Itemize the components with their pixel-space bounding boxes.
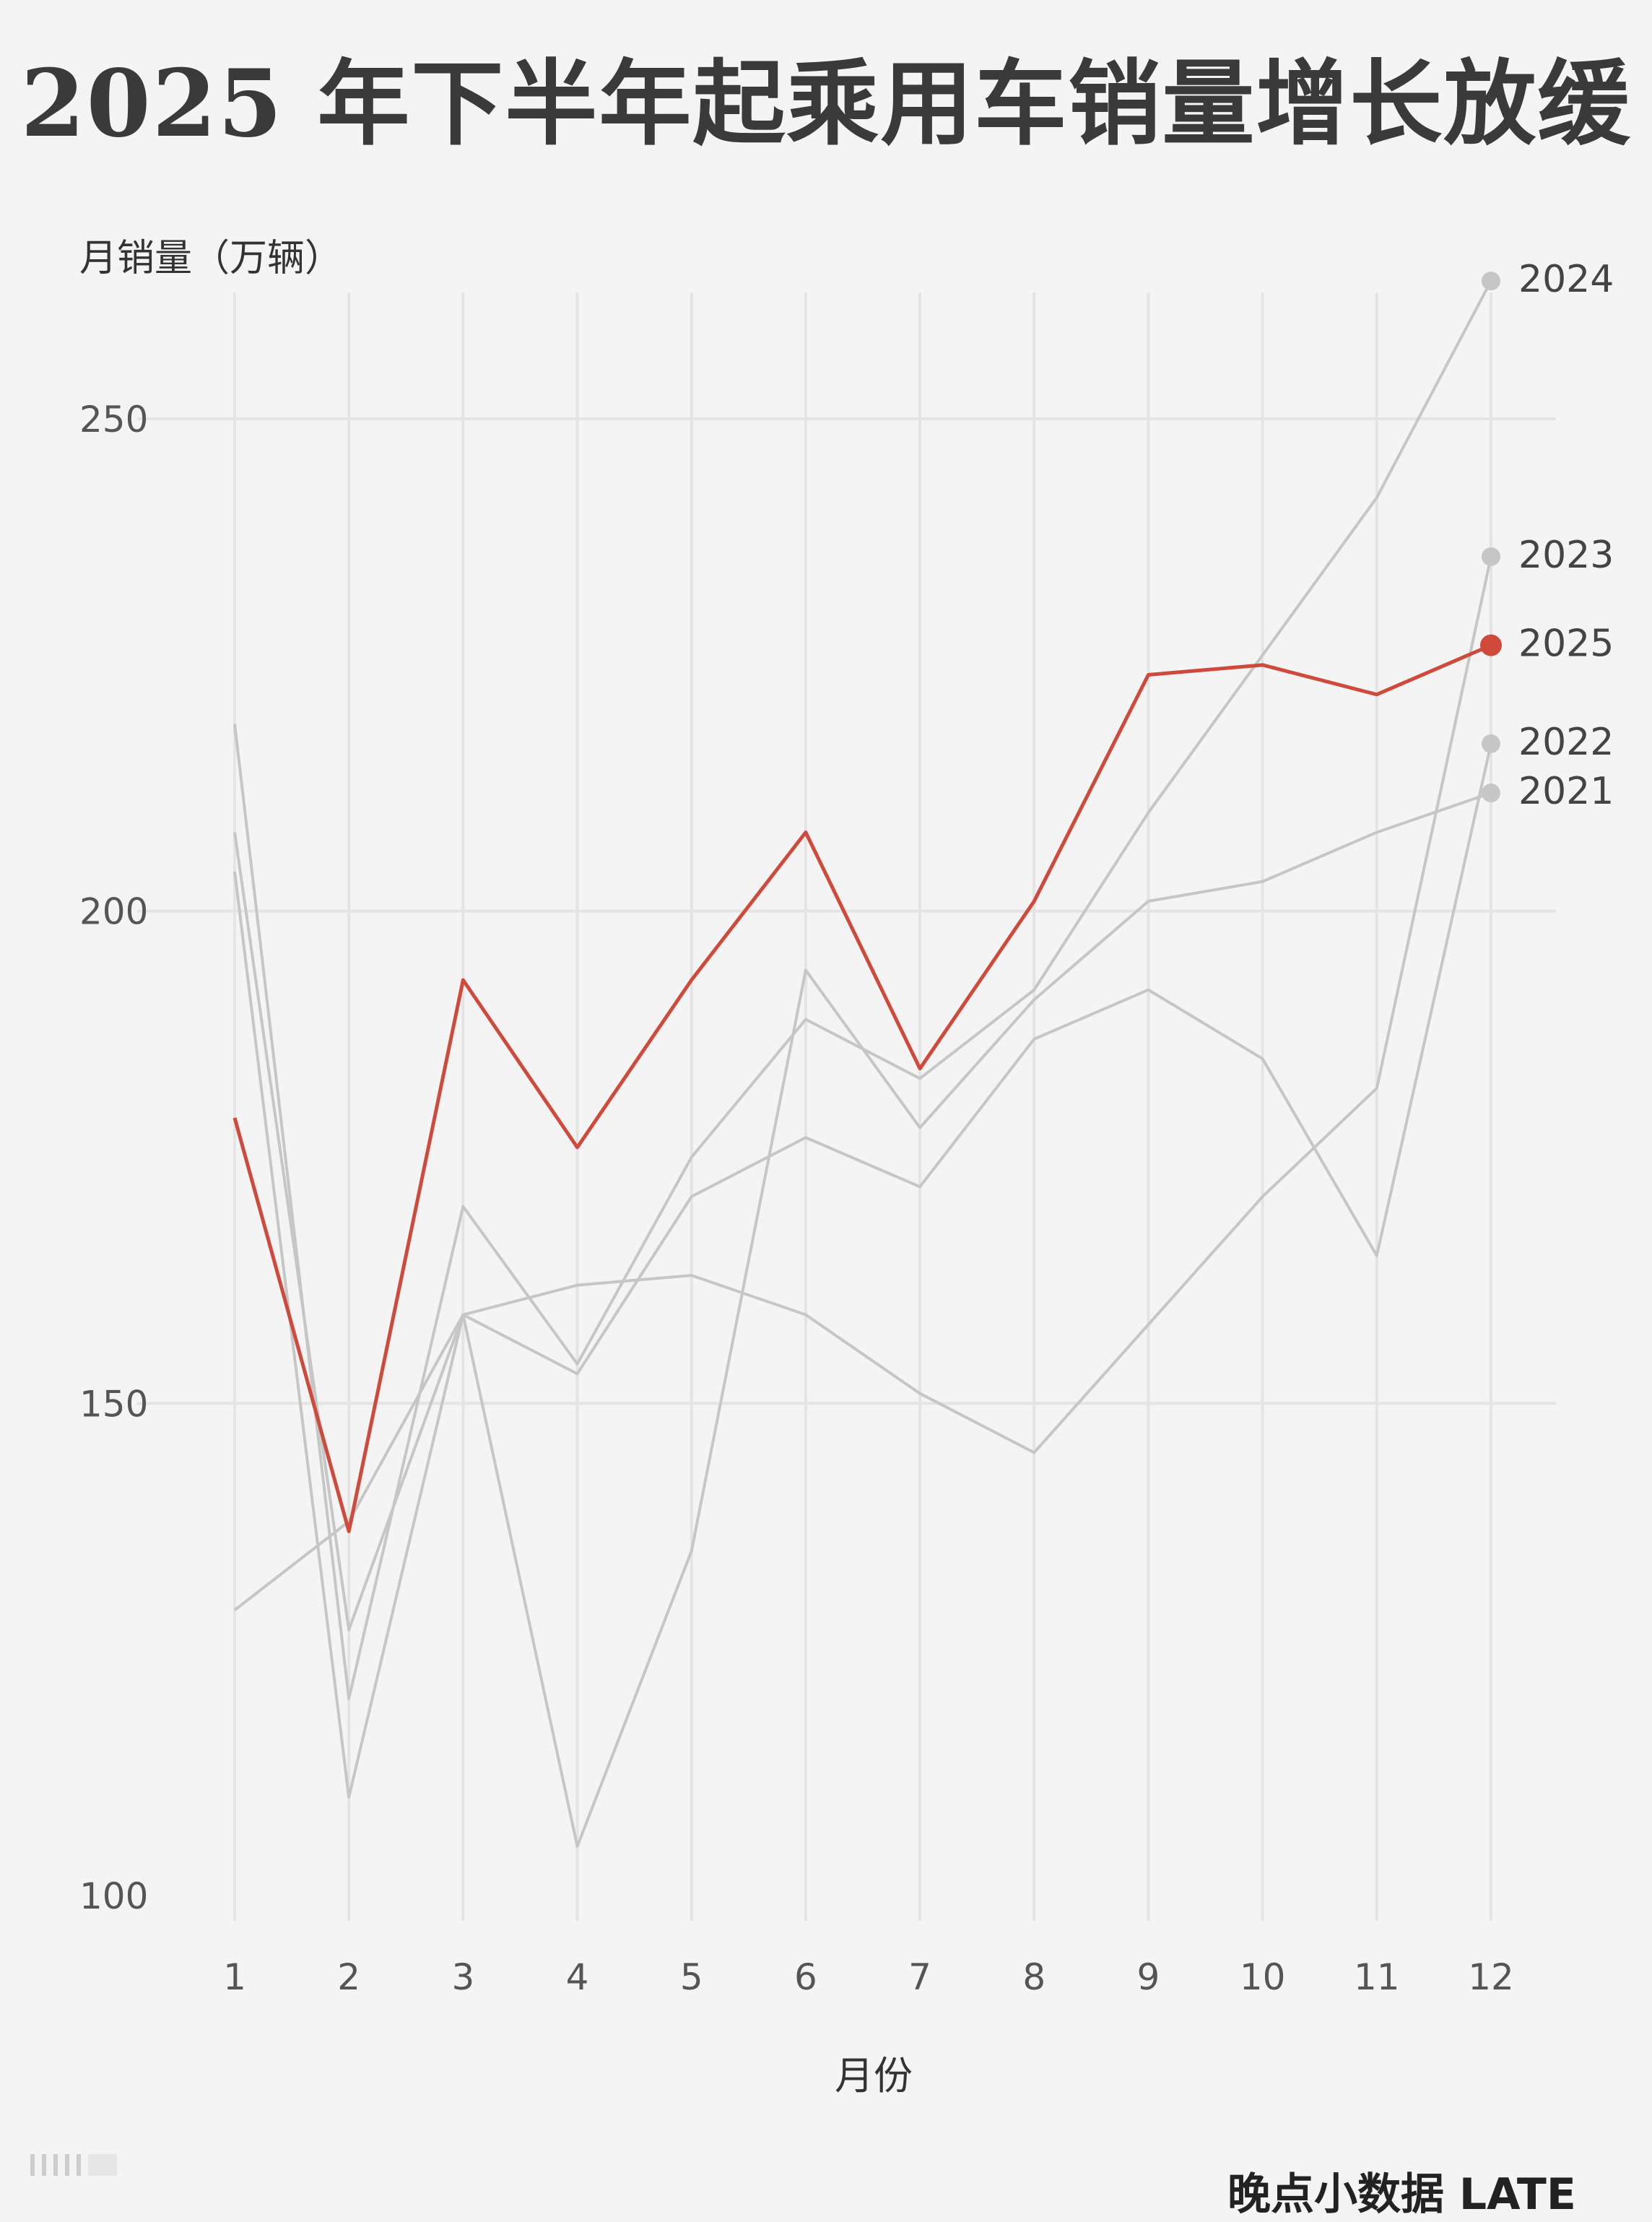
series-label-2021: 2021 — [1518, 770, 1614, 813]
x-tick-label: 7 — [908, 1956, 931, 1998]
x-axis-label: 月份 — [835, 2053, 913, 2099]
x-tick-label: 9 — [1137, 1956, 1160, 1998]
barcode-icon — [30, 2154, 117, 2176]
x-tick-label: 6 — [794, 1956, 817, 1998]
series-label-2023: 2023 — [1518, 534, 1614, 577]
series-end-marker-2021 — [1482, 784, 1500, 803]
series-label-2025: 2025 — [1518, 622, 1614, 666]
y-tick-label: 100 — [79, 1875, 148, 1917]
x-tick-label: 11 — [1354, 1956, 1400, 1998]
y-axis-label: 月销量（万辆） — [79, 237, 343, 280]
series-line-2024 — [233, 280, 1492, 1701]
x-tick-label: 10 — [1240, 1956, 1286, 1998]
series-line-2025 — [232, 643, 1492, 1534]
series-end-marker-2025 — [1480, 634, 1502, 656]
series-line-2022 — [233, 743, 1492, 1631]
grid — [137, 292, 1556, 1921]
y-tick-label: 200 — [79, 891, 148, 933]
x-tick-label: 12 — [1468, 1956, 1514, 1998]
x-tick-label: 3 — [451, 1956, 474, 1998]
series-end-marker-2022 — [1482, 734, 1500, 753]
y-tick-label: 250 — [79, 399, 148, 441]
x-tick-label: 2 — [337, 1956, 360, 1998]
series-end-marker-2023 — [1482, 547, 1500, 566]
x-tick-label: 1 — [223, 1956, 246, 1998]
x-tick-label: 4 — [566, 1956, 589, 1998]
series-lines — [232, 272, 1502, 1848]
brand-footer: 晚点小数据 LATE — [1227, 2169, 1576, 2220]
series-label-2022: 2022 — [1518, 721, 1614, 764]
series-label-2024: 2024 — [1518, 258, 1614, 301]
series-end-marker-2024 — [1482, 272, 1500, 291]
labels: 1 2 3 4 5 6 7 8 9 10 11 121001502002502021202220232… — [79, 258, 1614, 1998]
chart-title: 2025 年下半年起乘用车销量增长放缓 — [20, 50, 1632, 158]
x-tick-label: 8 — [1022, 1956, 1045, 1998]
series-line-2023 — [233, 556, 1492, 1612]
x-tick-label: 5 — [680, 1956, 703, 1998]
y-tick-label: 150 — [79, 1383, 148, 1425]
